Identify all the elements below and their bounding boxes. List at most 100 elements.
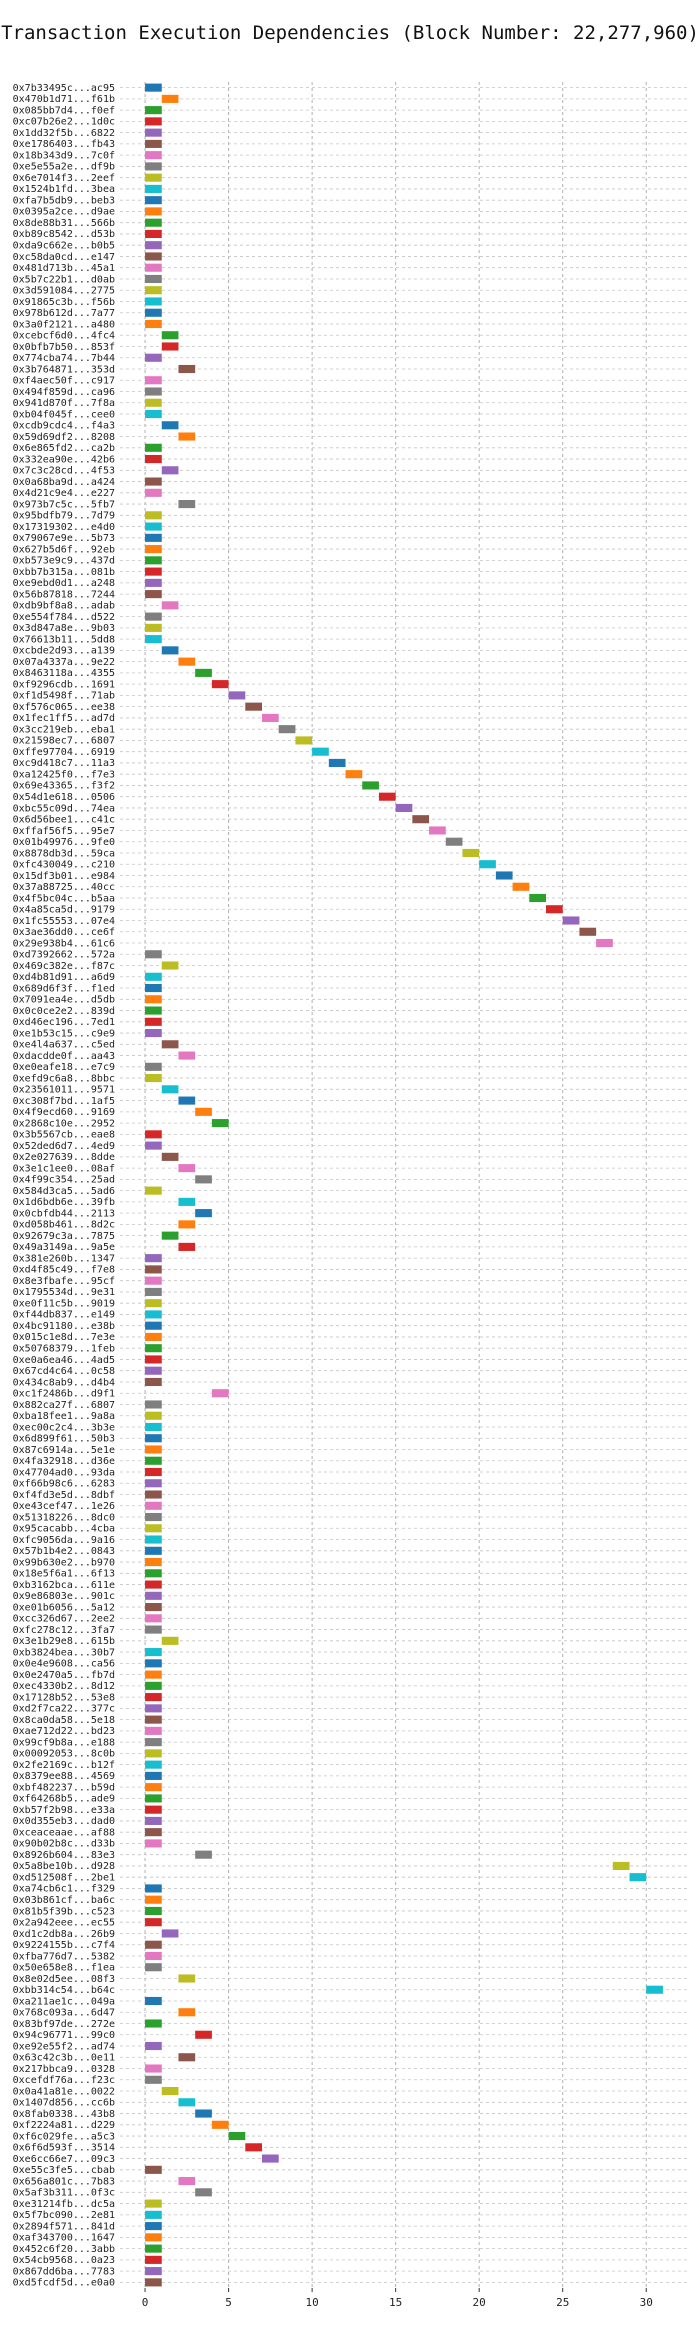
y-tick-label: 0x76613b11...5dd8 [13, 634, 115, 645]
transaction-bar [145, 1771, 162, 1780]
transaction-bar [145, 1963, 162, 1972]
y-tick-label: 0x1fec1ff5...ad7d [13, 713, 115, 724]
transaction-bar [145, 1321, 162, 1330]
transaction-bar [145, 1760, 162, 1769]
transaction-bar [228, 691, 246, 700]
y-tick-label: 0x5a8be10b...d928 [13, 1861, 115, 1872]
transaction-bar [145, 1749, 162, 1758]
y-tick-label: 0x1dd32f5b...6822 [13, 128, 115, 139]
y-tick-label: 0x83bf97de...272e [13, 2019, 115, 2030]
transaction-bar [145, 612, 162, 621]
transaction-bar [145, 1704, 162, 1713]
transaction-bar [145, 1591, 162, 1600]
transaction-bar [145, 106, 162, 115]
transaction-bar [378, 792, 396, 801]
transaction-bar [145, 1501, 162, 1510]
y-tick-label: 0x63c42c3b...0e11 [13, 2053, 115, 2064]
y-tick-label: 0x434c8ab9...d4b4 [13, 1377, 115, 1388]
transaction-bar [145, 635, 162, 644]
y-tick-label: 0x17128b52...53e8 [13, 1692, 115, 1703]
transaction-bar [178, 1974, 196, 1983]
y-tick-label: 0x81b5f39b...c523 [13, 1906, 115, 1917]
y-tick-label: 0x085bb7d4...f0ef [13, 105, 115, 116]
transaction-bar [145, 1603, 162, 1612]
transaction-bar [245, 702, 262, 711]
transaction-bar [145, 1569, 162, 1578]
transaction-bar [161, 94, 179, 103]
y-tick-label: 0xfc278c12...3fa7 [13, 1625, 115, 1636]
transaction-bar [195, 1107, 212, 1116]
y-tick-label: 0x6d56bee1...c41c [13, 815, 115, 826]
y-tick-label: 0x15df3b01...e984 [13, 871, 115, 882]
y-tick-label: 0xceaceaae...af88 [13, 1827, 115, 1838]
y-tick-label: 0xe9ebd0d1...a248 [13, 578, 115, 589]
transaction-bar [145, 1648, 162, 1657]
y-tick-label: 0xba18fee1...9a8a [13, 1411, 115, 1422]
transaction-bar [612, 1861, 630, 1870]
y-tick-label: 0x95cacabb...4cba [13, 1524, 115, 1535]
y-tick-label: 0xe55c3fe5...cbab [13, 2165, 115, 2176]
transaction-bar [228, 2132, 246, 2141]
y-tick-label: 0x0d355eb3...dad0 [13, 1816, 115, 1827]
y-tick-label: 0xec00c2c4...3b3e [13, 1422, 115, 1433]
transaction-bar [145, 1659, 162, 1668]
y-tick-label: 0x51318226...8dc0 [13, 1512, 115, 1523]
transaction-bar [562, 916, 580, 925]
transaction-bar [579, 927, 597, 936]
y-tick-label: 0xe0eafe18...e7c9 [13, 1062, 115, 1073]
y-tick-label: 0x0e4e9608...ca56 [13, 1659, 115, 1670]
transaction-bar [145, 2233, 162, 2242]
y-tick-label: 0xc308f7bd...1af5 [13, 1096, 115, 1107]
transaction-bar [328, 758, 346, 767]
transaction-bar [145, 207, 162, 216]
transaction-bar [262, 713, 279, 722]
y-tick-label: 0xefd9c6a8...8bbc [13, 1073, 115, 1084]
transaction-bar [178, 1242, 196, 1251]
transaction-bar [161, 1152, 179, 1161]
y-tick-label: 0xfc430049...c210 [13, 860, 115, 871]
y-tick-label: 0xf66b98c6...6283 [13, 1479, 115, 1490]
transaction-bar [145, 590, 162, 599]
y-tick-label: 0x470b1d71...f61b [13, 94, 115, 105]
y-tick-label: 0xa74cb6c1...f329 [13, 1884, 115, 1895]
y-tick-label: 0x3d591084...2775 [13, 286, 115, 297]
y-tick-label: 0xb3162bca...611e [13, 1580, 115, 1591]
transaction-bar [145, 196, 162, 205]
x-tick-label: 0 [142, 2296, 149, 2309]
transaction-bar [195, 1175, 212, 1184]
y-tick-label: 0xd46ec196...7ed1 [13, 1017, 115, 1028]
transaction-bar [145, 2064, 162, 2073]
transaction-bar [161, 421, 179, 430]
y-tick-label: 0x8463118a...4355 [13, 668, 115, 679]
y-tick-label: 0x9e86803e...901c [13, 1591, 115, 1602]
y-tick-label: 0x5af3b311...0f3c [13, 2188, 115, 2199]
y-tick-label: 0x50768379...1feb [13, 1343, 115, 1354]
transaction-bar [178, 657, 196, 666]
y-tick-label: 0x0cbfdb44...2113 [13, 1208, 115, 1219]
transaction-bar [145, 1017, 162, 1026]
transaction-bar [145, 2267, 162, 2276]
transaction-bar [211, 680, 229, 689]
y-tick-label: 0xe0f11c5b...9019 [13, 1298, 115, 1309]
y-tick-label: 0x18b343d9...7c0f [13, 150, 115, 161]
transaction-bar [145, 117, 162, 126]
y-tick-label: 0xb3824bea...30b7 [13, 1647, 115, 1658]
y-tick-label: 0xcdb9cdc4...f4a3 [13, 421, 115, 432]
y-tick-label: 0xf576c065...ee38 [13, 702, 115, 713]
transaction-bar [145, 1062, 162, 1071]
transaction-bar [161, 2086, 179, 2096]
transaction-bar [145, 297, 162, 306]
transaction-bar [145, 567, 162, 576]
y-tick-label: 0xdacdde0f...aa43 [13, 1051, 115, 1062]
transaction-bar [145, 1906, 162, 1916]
transaction-bar [145, 1918, 162, 1927]
y-tick-label: 0x17319302...e4d0 [13, 522, 115, 533]
transaction-bar [145, 1726, 162, 1735]
y-tick-label: 0xec4330b2...8d12 [13, 1681, 115, 1692]
transaction-bar [145, 83, 162, 92]
transaction-bar [145, 983, 162, 993]
y-tick-label: 0x49a3149a...9a5e [13, 1242, 115, 1253]
transaction-bar [546, 905, 563, 914]
transaction-bar [145, 488, 162, 497]
